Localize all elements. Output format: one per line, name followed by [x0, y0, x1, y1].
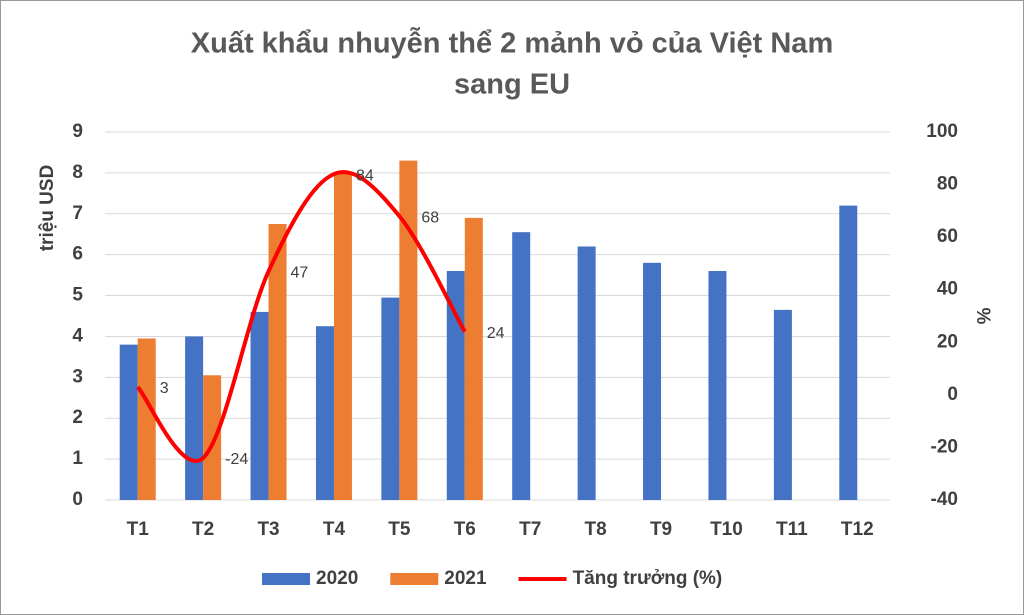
bar — [315, 326, 334, 500]
x-tick-label: T8 — [585, 519, 607, 540]
y2-axis-label: % — [972, 308, 993, 325]
data-label: 3 — [160, 380, 169, 397]
y-tick-label: 1 — [72, 448, 83, 469]
bar — [381, 297, 400, 500]
x-tick-label: T12 — [841, 519, 874, 540]
x-tick-label: T6 — [454, 519, 476, 540]
bar — [773, 309, 792, 500]
y-tick-label: 3 — [72, 366, 83, 387]
y2-tick-label: 80 — [937, 174, 958, 195]
y-tick-label: 2 — [72, 407, 83, 428]
y-tick-label: 4 — [72, 325, 83, 346]
bar — [839, 205, 858, 500]
data-label: -24 — [225, 451, 248, 468]
x-tick-label: T4 — [323, 519, 346, 540]
bar — [268, 224, 287, 500]
y-tick-label: 8 — [72, 162, 83, 183]
legend-label: 2021 — [444, 568, 487, 589]
x-tick-label: T7 — [519, 519, 541, 540]
x-tick-label: T11 — [776, 519, 808, 540]
x-tick-label: T2 — [192, 519, 214, 540]
y-tick-label: 7 — [72, 203, 83, 224]
y-axis-label: triệu USD — [37, 165, 58, 252]
chart-title: sang EU — [454, 69, 570, 101]
y-tick-label: 5 — [72, 285, 83, 306]
x-tick-label: T5 — [388, 519, 411, 540]
x-tick-label: T1 — [127, 519, 150, 540]
bar — [137, 338, 156, 500]
legend-label: Tăng trưởng (%) — [573, 568, 723, 589]
data-label: 24 — [487, 325, 505, 342]
bar — [399, 160, 418, 500]
chart-title: Xuất khẩu nhuyễn thể 2 mảnh vỏ của Việt … — [191, 26, 833, 60]
bar — [577, 246, 596, 500]
y-tick-label: 9 — [72, 121, 83, 142]
bar — [512, 232, 531, 500]
legend-swatch — [262, 573, 310, 585]
data-label: 47 — [291, 265, 309, 282]
y2-tick-label: 60 — [937, 226, 958, 247]
x-tick-label: T10 — [710, 519, 743, 540]
bar — [185, 336, 204, 500]
bar — [446, 271, 465, 500]
legend-swatch — [390, 573, 439, 585]
bar — [203, 375, 222, 500]
bar — [119, 344, 138, 500]
y2-tick-label: 0 — [947, 384, 958, 405]
y2-tick-label: -40 — [931, 489, 958, 510]
legend-label: 2020 — [316, 568, 358, 589]
bar — [643, 262, 662, 500]
x-tick-label: T3 — [257, 519, 279, 540]
y2-tick-label: 20 — [937, 331, 958, 352]
y2-tick-label: -20 — [931, 436, 958, 457]
bar — [464, 217, 483, 500]
x-tick-label: T9 — [650, 519, 672, 540]
bar — [333, 172, 352, 500]
y2-tick-label: 40 — [937, 279, 958, 300]
bar — [250, 311, 269, 500]
line — [136, 170, 467, 463]
data-label: 84 — [356, 167, 374, 184]
y-tick-label: 6 — [72, 244, 83, 265]
y2-tick-label: 100 — [926, 121, 958, 142]
y-tick-label: 0 — [72, 489, 83, 510]
data-label: 68 — [421, 209, 439, 226]
bar — [708, 271, 727, 500]
